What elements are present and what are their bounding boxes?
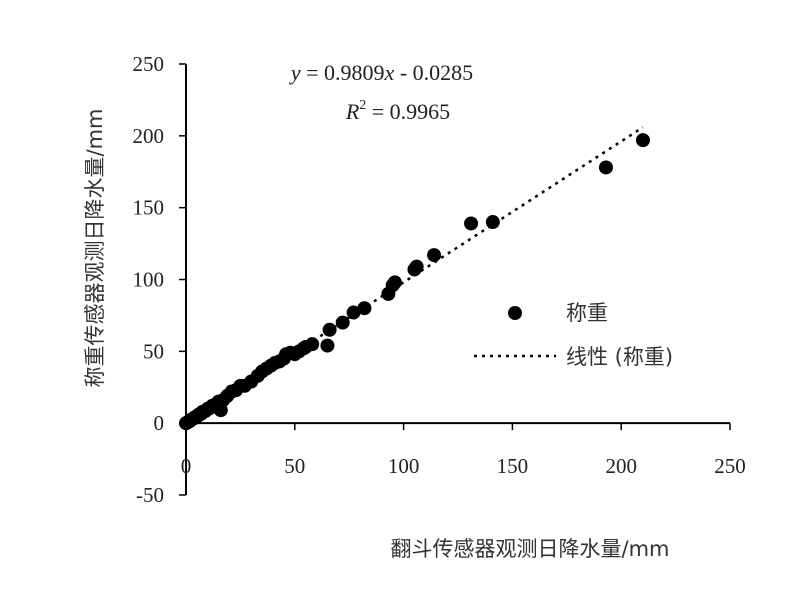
y-tick-label: 200 xyxy=(133,124,165,148)
y-tick-label: 0 xyxy=(154,411,165,435)
y-axis: -50 0 50 100 150 200 250 xyxy=(133,52,187,507)
legend-label-series-2: 线性 (称重) xyxy=(566,345,673,369)
y-tick-label: 250 xyxy=(133,52,165,76)
data-point xyxy=(320,338,335,353)
data-point xyxy=(427,248,442,263)
data-point xyxy=(598,160,613,175)
x-axis-label: 翻斗传感器观测日降水量/mm xyxy=(391,537,670,561)
data-point xyxy=(387,275,402,290)
equation-annotation: y = 0.9809x - 0.0285 xyxy=(289,60,473,85)
legend-marker-series-1 xyxy=(508,306,522,320)
y-tick-label: -50 xyxy=(136,483,164,507)
y-tick-label: 150 xyxy=(133,196,165,220)
data-point xyxy=(464,216,479,231)
data-point xyxy=(357,301,372,316)
y-axis-label: 称重传感器观测日降水量/mm xyxy=(83,109,107,388)
data-point xyxy=(346,305,361,320)
x-tick-label: 150 xyxy=(497,454,529,478)
x-tick-label: 50 xyxy=(284,454,305,478)
data-point xyxy=(305,337,320,352)
x-axis: 0 50 100 150 200 250 xyxy=(181,422,746,478)
x-tick-label: 250 xyxy=(714,454,746,478)
data-point xyxy=(322,322,337,337)
data-point xyxy=(485,215,500,230)
legend: 称重 线性 (称重) xyxy=(474,301,673,369)
data-point xyxy=(409,259,424,274)
x-tick-label: 100 xyxy=(388,454,420,478)
r-squared-annotation: R2 = 0.9965 xyxy=(345,98,450,124)
x-tick-label: 200 xyxy=(605,454,637,478)
points-layer xyxy=(179,133,650,431)
data-point xyxy=(635,133,650,148)
y-tick-label: 50 xyxy=(143,339,164,363)
data-point xyxy=(335,315,350,330)
legend-label-series-1: 称重 xyxy=(566,301,608,325)
x-tick-label: 0 xyxy=(181,454,192,478)
y-tick-label: 100 xyxy=(133,268,165,292)
